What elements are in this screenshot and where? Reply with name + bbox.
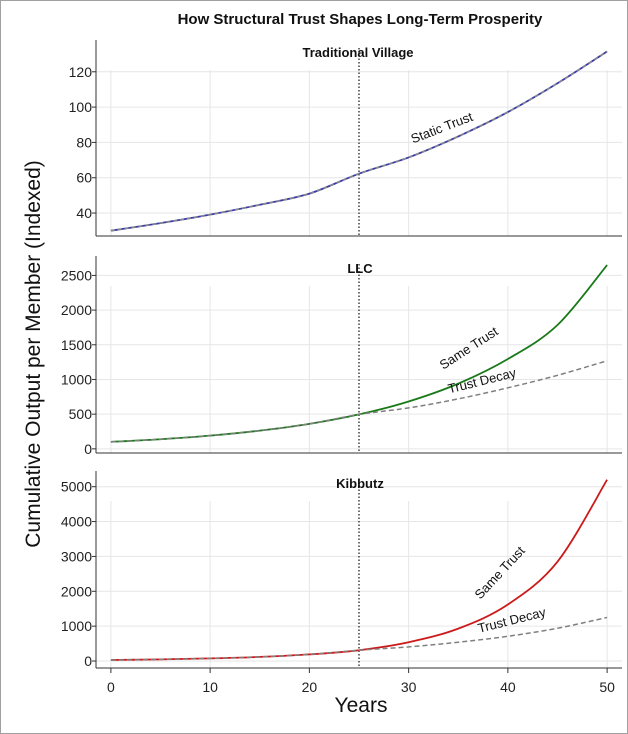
series-line <box>110 50 608 232</box>
x-axis-label: Years <box>335 694 388 717</box>
x-tick-label: 40 <box>500 679 516 695</box>
x-tick-label: 50 <box>599 679 615 695</box>
y-tick-label: 3000 <box>61 548 92 564</box>
y-tick-label: 4000 <box>61 514 92 530</box>
series-annotation: Static Trust <box>409 109 475 146</box>
y-tick-label: 0 <box>84 441 92 457</box>
y-tick-label: 120 <box>69 64 93 80</box>
series-line <box>110 616 608 661</box>
y-tick-label: 2500 <box>61 267 92 283</box>
panel-title: Traditional Village <box>302 45 413 60</box>
y-tick-label: 60 <box>76 170 92 186</box>
series-annotation: Trust Decay <box>476 604 548 636</box>
x-axis: 0 10 20 30 40 50 <box>107 668 615 695</box>
y-tick-label: 0 <box>84 653 92 669</box>
series-line <box>110 360 608 443</box>
y-axis-label: Cumulative Output per Member (Indexed) <box>22 160 45 548</box>
x-tick-label: 10 <box>202 679 218 695</box>
x-tick-label: 30 <box>401 679 417 695</box>
y-tick-label: 500 <box>69 406 93 422</box>
x-tick-label: 20 <box>302 679 318 695</box>
series-annotation: Same Trust <box>471 543 528 602</box>
y-tick-label: 1500 <box>61 337 92 353</box>
y-tick-label: 5000 <box>61 479 92 495</box>
y-tick-label: 100 <box>69 99 93 115</box>
y-tick-label: 40 <box>76 205 92 221</box>
y-tick-label: 2000 <box>61 302 92 318</box>
series-line <box>110 50 608 232</box>
x-tick-label: 0 <box>107 679 115 695</box>
panel-1: 40 60 80 100 120 Static Trust Traditional Vill… <box>69 40 622 237</box>
series-annotation: Same Trust <box>437 323 501 372</box>
series-annotation: Trust Decay <box>446 365 518 397</box>
y-tick-label: 80 <box>76 134 92 150</box>
series-line <box>110 479 608 661</box>
chart-title: How Structural Trust Shapes Long-Term Pr… <box>178 11 543 28</box>
panels: 40 60 80 100 120 Static Trust Traditional Vill… <box>61 40 622 669</box>
panel-title: Kibbutz <box>336 476 384 491</box>
y-tick-label: 1000 <box>61 618 92 634</box>
y-tick-label: 1000 <box>61 371 92 387</box>
y-tick-label: 2000 <box>61 583 92 599</box>
panel-title: LLC <box>347 261 373 276</box>
